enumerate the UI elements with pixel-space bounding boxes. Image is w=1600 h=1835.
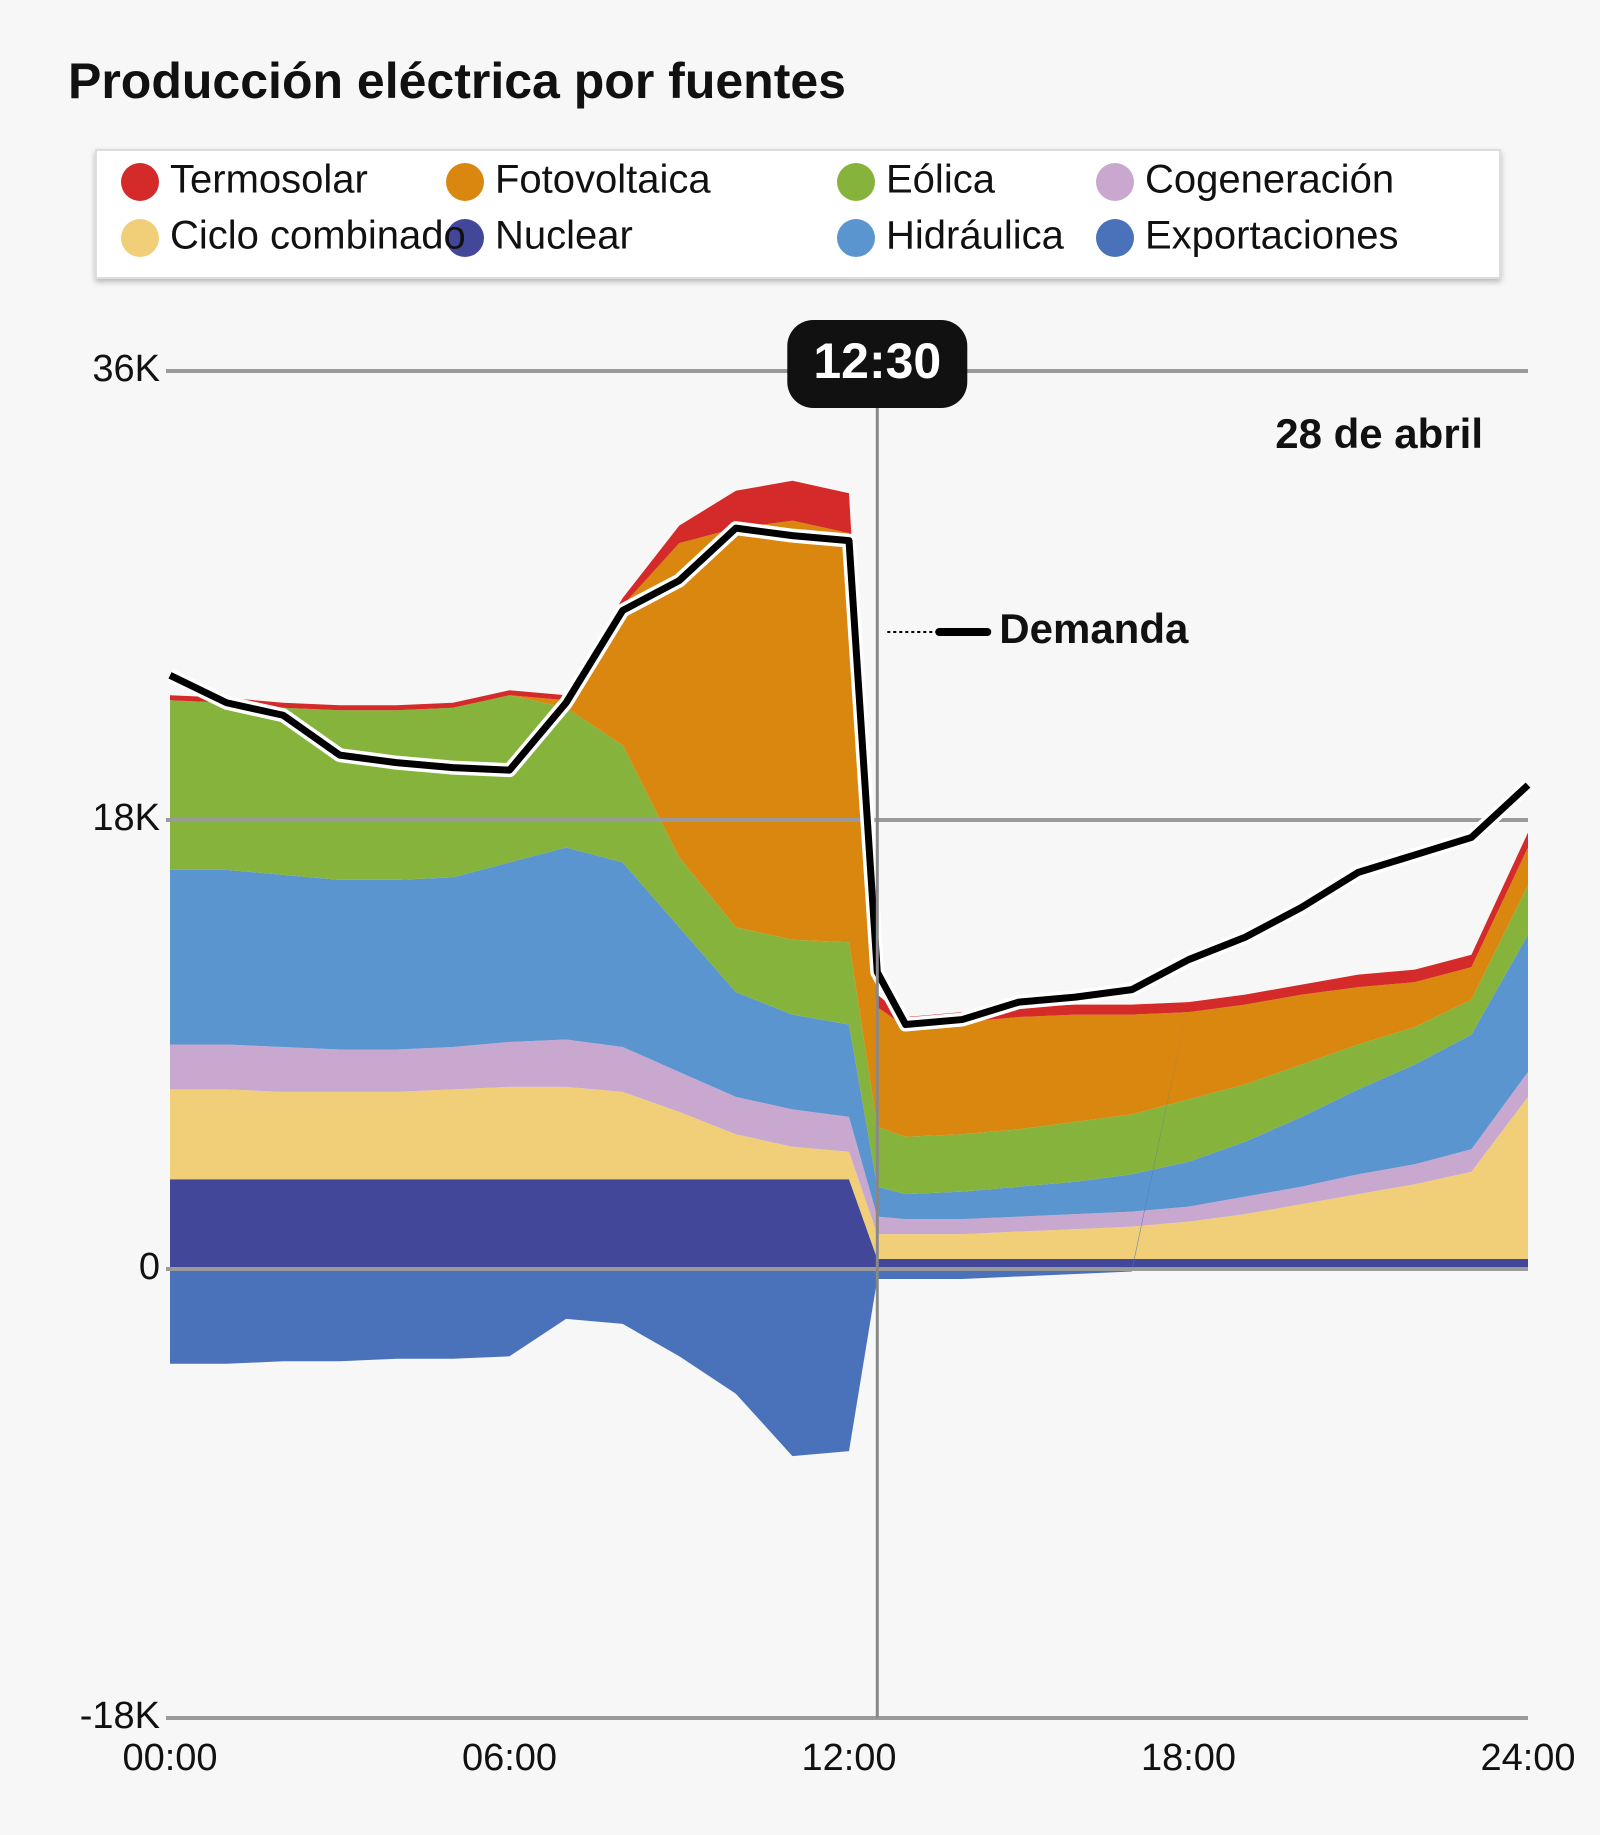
x-tick-label: 24:00 bbox=[1480, 1737, 1575, 1779]
legend-label: Ciclo combinado bbox=[170, 214, 466, 258]
y-tick-label: -18K bbox=[80, 1695, 160, 1737]
legend-swatch bbox=[837, 219, 875, 257]
area bbox=[170, 1039, 1528, 1235]
area bbox=[170, 847, 1528, 1220]
area bbox=[170, 480, 1528, 1028]
marker-badge bbox=[787, 320, 968, 408]
legend-label: Exportaciones bbox=[1145, 214, 1398, 258]
legend-swatch bbox=[1096, 163, 1134, 201]
legend-label: Eólica bbox=[886, 158, 996, 202]
x-tick-label: 12:00 bbox=[801, 1737, 896, 1779]
demand-line bbox=[168, 524, 1531, 1029]
x-tick-label: 00:00 bbox=[122, 1737, 217, 1779]
legend-label: Fotovoltaica bbox=[495, 158, 711, 202]
demand-label: Demanda bbox=[999, 605, 1189, 652]
area bbox=[170, 832, 1528, 1457]
legend-swatch bbox=[121, 219, 159, 257]
legend-label: Nuclear bbox=[495, 214, 633, 258]
chart-title: Producción eléctrica por fuentes bbox=[68, 53, 846, 109]
x-tick-label: 06:00 bbox=[462, 1737, 557, 1779]
legend-box bbox=[95, 149, 1501, 279]
legend-swatch bbox=[446, 163, 484, 201]
area bbox=[170, 520, 1528, 1137]
area bbox=[170, 1179, 1528, 1269]
legend-label: Hidráulica bbox=[886, 214, 1065, 258]
legend-label: Termosolar bbox=[170, 158, 368, 202]
area bbox=[170, 1086, 1528, 1260]
date-label: 28 de abril bbox=[1275, 410, 1483, 457]
legend-swatch bbox=[1096, 219, 1134, 257]
legend-label: Cogeneración bbox=[1145, 158, 1394, 202]
legend-swatch bbox=[837, 163, 875, 201]
x-tick-label: 18:00 bbox=[1141, 1737, 1236, 1779]
y-tick-label: 0 bbox=[139, 1246, 160, 1288]
legend-swatch bbox=[121, 163, 159, 201]
legend-swatch bbox=[446, 219, 484, 257]
marker-label: 12:30 bbox=[813, 333, 941, 389]
y-tick-label: 36K bbox=[92, 348, 160, 390]
y-tick-label: 18K bbox=[92, 797, 160, 839]
